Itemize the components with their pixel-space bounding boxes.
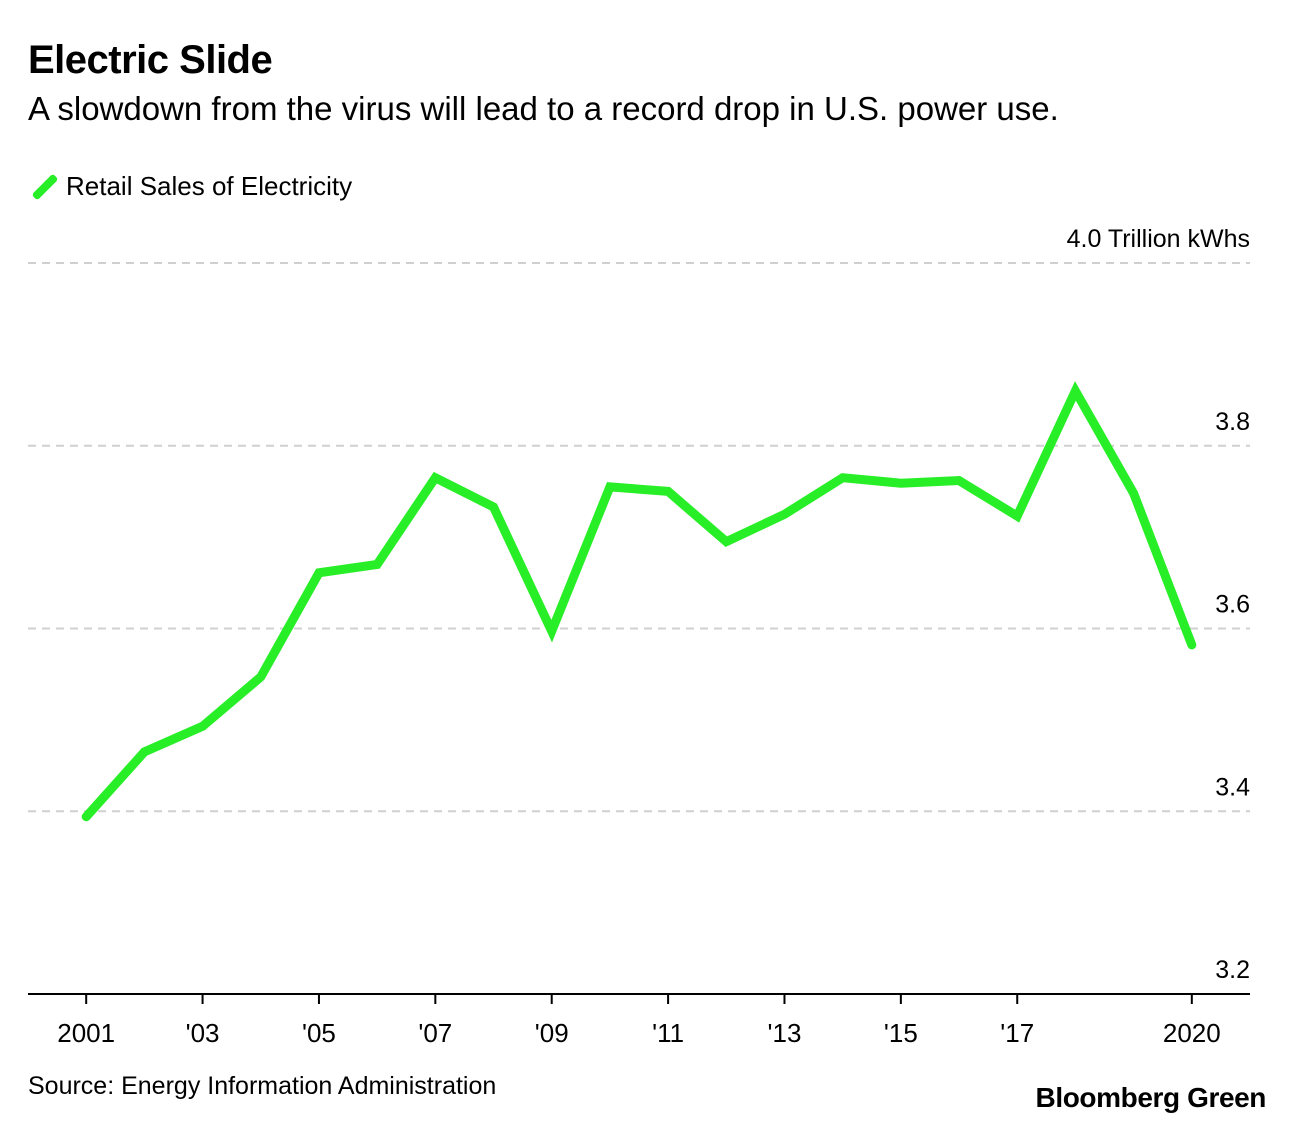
x-tick-label-2005: '05: [302, 1018, 336, 1048]
gridlines: [28, 262, 1250, 813]
data-point-2005: [315, 569, 323, 577]
legend-label-retail-sales: Retail Sales of Electricity: [66, 170, 353, 201]
x-tick-label-2011: '11: [652, 1018, 684, 1048]
y-tick-label-3-4: 3.4: [1215, 773, 1250, 801]
data-point-2020: [1188, 641, 1196, 649]
brand-logo: Bloomberg Green: [1035, 1082, 1267, 1113]
data-point-2012: [722, 538, 730, 546]
data-point-2018: [1071, 387, 1079, 395]
x-tick-label-2015: '15: [884, 1018, 918, 1048]
y-tick-label-4: 4.0 Trillion kWhs: [1067, 225, 1250, 253]
data-point-2007: [431, 474, 439, 482]
data-point-2013: [780, 510, 788, 518]
source-note: Source: Energy Information Administratio…: [28, 1072, 497, 1100]
x-tick-label-2017: '17: [1000, 1018, 1034, 1048]
x-tick-label-2007: '07: [418, 1018, 452, 1048]
data-point-2001: [82, 813, 90, 821]
x-tick-label-2003: '03: [186, 1018, 220, 1048]
series-line-retail-sales: [81, 381, 1197, 822]
data-point-2002: [140, 748, 148, 756]
data-point-2006: [373, 561, 381, 569]
data-point-2008: [490, 503, 498, 511]
x-tick-label-2013: '13: [768, 1018, 802, 1048]
data-point-2017: [1013, 512, 1021, 520]
x-tick-label-2001: 2001: [57, 1018, 115, 1048]
series-group: [81, 381, 1197, 822]
data-point-2009: [548, 627, 556, 635]
x-tick-label-2009: '09: [535, 1018, 569, 1048]
y-axis-tick-labels: 3.2 3.4 3.6 3.8 4.0 Trillion kWhs: [1067, 225, 1250, 984]
x-tick-label-2020: 2020: [1163, 1018, 1221, 1048]
data-point-2011: [664, 487, 672, 495]
y-tick-label-3-2: 3.2: [1215, 956, 1250, 984]
data-point-2014: [839, 474, 847, 482]
legend: Retail Sales of Electricity: [28, 168, 352, 204]
chart-title: Electric Slide: [28, 38, 273, 82]
data-point-2004: [257, 673, 265, 681]
chart-subtitle: A slowdown from the virus will lead to a…: [28, 90, 1059, 127]
y-tick-label-3-6: 3.6: [1215, 591, 1250, 619]
data-point-2015: [897, 479, 905, 487]
data-point-2019: [1130, 489, 1138, 497]
data-point-2003: [199, 722, 207, 730]
data-point-2010: [606, 483, 614, 491]
x-axis-tick-labels: 2001 '03 '05 '07 '09 '11 '13 '15 '17 2020: [57, 994, 1221, 1048]
data-point-2016: [955, 476, 963, 484]
y-tick-label-3-8: 3.8: [1215, 408, 1250, 436]
